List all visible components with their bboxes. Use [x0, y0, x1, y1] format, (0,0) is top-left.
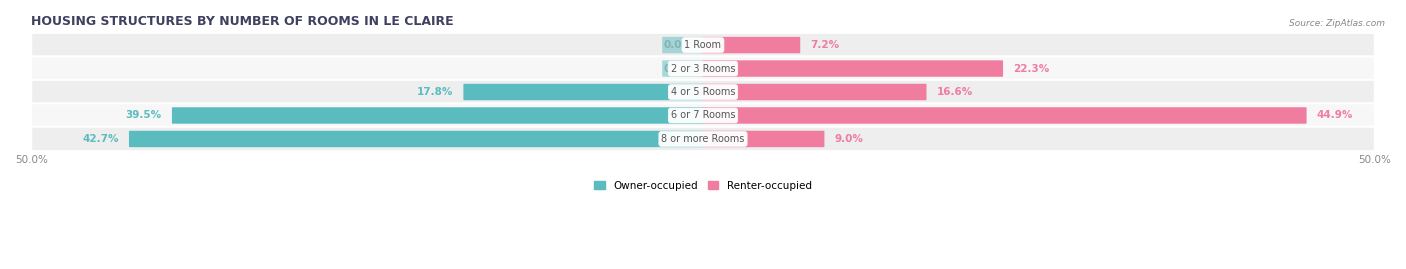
FancyBboxPatch shape	[31, 80, 1375, 104]
FancyBboxPatch shape	[172, 107, 703, 124]
Text: Source: ZipAtlas.com: Source: ZipAtlas.com	[1289, 19, 1385, 28]
Text: 6 or 7 Rooms: 6 or 7 Rooms	[671, 111, 735, 121]
FancyBboxPatch shape	[703, 107, 1306, 124]
FancyBboxPatch shape	[703, 131, 824, 147]
FancyBboxPatch shape	[703, 60, 1002, 77]
Text: 16.6%: 16.6%	[936, 87, 973, 97]
FancyBboxPatch shape	[662, 60, 703, 77]
Text: HOUSING STRUCTURES BY NUMBER OF ROOMS IN LE CLAIRE: HOUSING STRUCTURES BY NUMBER OF ROOMS IN…	[31, 15, 454, 28]
Text: 0.0%: 0.0%	[664, 40, 692, 50]
Text: 44.9%: 44.9%	[1317, 111, 1353, 121]
Legend: Owner-occupied, Renter-occupied: Owner-occupied, Renter-occupied	[591, 176, 815, 195]
FancyBboxPatch shape	[464, 84, 703, 100]
Text: 22.3%: 22.3%	[1014, 63, 1049, 73]
FancyBboxPatch shape	[31, 103, 1375, 128]
Text: 2 or 3 Rooms: 2 or 3 Rooms	[671, 63, 735, 73]
Text: 17.8%: 17.8%	[416, 87, 453, 97]
FancyBboxPatch shape	[703, 84, 927, 100]
Text: 42.7%: 42.7%	[82, 134, 118, 144]
Text: 8 or more Rooms: 8 or more Rooms	[661, 134, 745, 144]
FancyBboxPatch shape	[31, 33, 1375, 57]
Text: 1 Room: 1 Room	[685, 40, 721, 50]
FancyBboxPatch shape	[31, 127, 1375, 151]
Text: 0.0%: 0.0%	[664, 63, 692, 73]
FancyBboxPatch shape	[129, 131, 703, 147]
FancyBboxPatch shape	[31, 56, 1375, 81]
Text: 39.5%: 39.5%	[125, 111, 162, 121]
Text: 7.2%: 7.2%	[810, 40, 839, 50]
Text: 4 or 5 Rooms: 4 or 5 Rooms	[671, 87, 735, 97]
FancyBboxPatch shape	[703, 37, 800, 53]
FancyBboxPatch shape	[662, 37, 703, 53]
Text: 9.0%: 9.0%	[835, 134, 863, 144]
